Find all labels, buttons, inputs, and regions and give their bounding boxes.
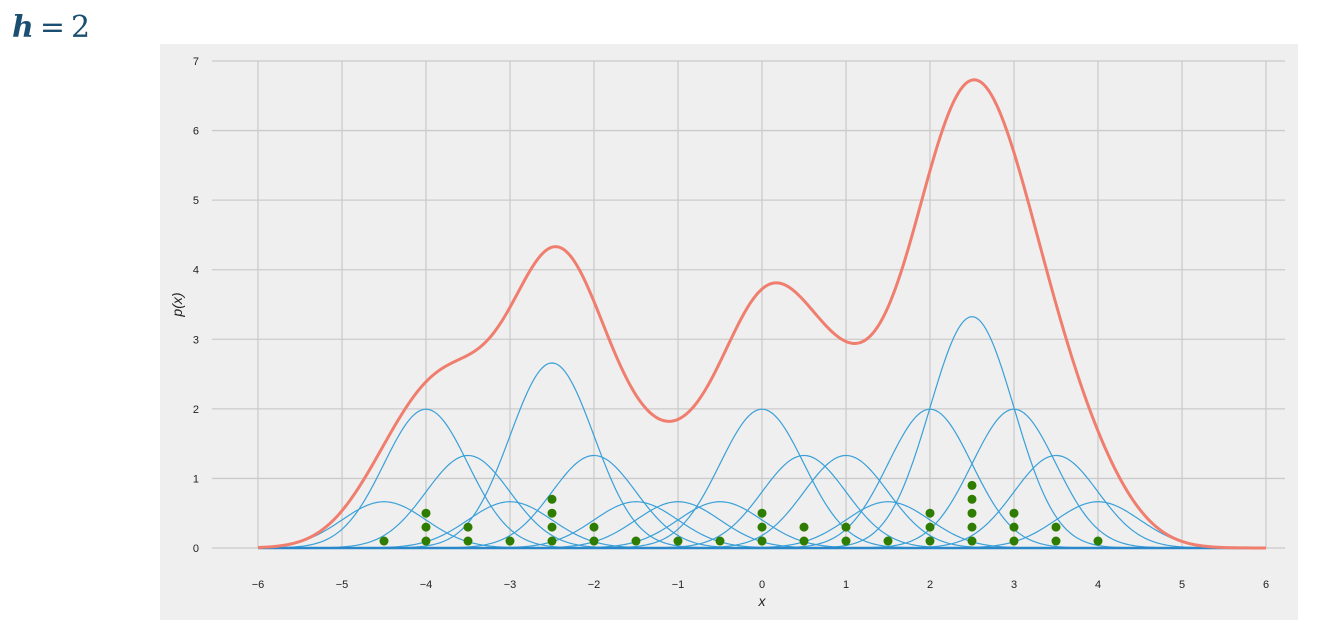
y-tick-labels: 0 1 2 3 4 5 6 7 bbox=[193, 56, 199, 555]
data-points bbox=[379, 480, 1103, 546]
bandwidth-symbol: h bbox=[12, 10, 34, 45]
data-point bbox=[757, 536, 767, 546]
data-point bbox=[1009, 522, 1019, 532]
x-tick-label: −3 bbox=[504, 579, 517, 591]
data-point bbox=[547, 508, 557, 518]
x-tick-label: −4 bbox=[420, 579, 433, 591]
x-tick-label: 0 bbox=[759, 579, 765, 591]
data-point bbox=[967, 522, 977, 532]
data-point bbox=[421, 508, 431, 518]
x-tick-label: 3 bbox=[1011, 579, 1017, 591]
data-point bbox=[547, 536, 557, 546]
x-axis-label: x bbox=[758, 593, 767, 609]
x-tick-label: −5 bbox=[336, 579, 349, 591]
data-point bbox=[631, 536, 641, 546]
data-point bbox=[925, 508, 935, 518]
data-point bbox=[925, 536, 935, 546]
data-point bbox=[673, 536, 683, 546]
data-point bbox=[589, 522, 599, 532]
data-point bbox=[589, 536, 599, 546]
kde-curve bbox=[257, 78, 1267, 550]
bandwidth-value: 2 bbox=[70, 10, 91, 45]
x-tick-labels: −6 −5 −4 −3 −2 −1 0 1 2 3 4 5 6 bbox=[252, 579, 1269, 591]
kde-curve-group bbox=[257, 78, 1267, 550]
data-point bbox=[505, 536, 515, 546]
data-point bbox=[421, 522, 431, 532]
data-point bbox=[757, 508, 767, 518]
data-point bbox=[547, 494, 557, 504]
y-tick-label: 4 bbox=[193, 265, 199, 277]
y-tick-label: 2 bbox=[193, 404, 199, 416]
data-point bbox=[1051, 536, 1061, 546]
y-tick-label: 7 bbox=[193, 56, 199, 68]
data-point bbox=[463, 522, 473, 532]
data-point bbox=[967, 536, 977, 546]
data-point bbox=[925, 522, 935, 532]
data-point bbox=[1093, 536, 1103, 546]
data-point bbox=[1009, 508, 1019, 518]
y-tick-label: 0 bbox=[193, 543, 199, 555]
data-point bbox=[463, 536, 473, 546]
y-tick-label: 5 bbox=[193, 195, 199, 207]
data-point bbox=[799, 522, 809, 532]
x-tick-label: 2 bbox=[927, 579, 933, 591]
y-tick-label: 6 bbox=[193, 126, 199, 138]
data-point bbox=[1009, 536, 1019, 546]
y-tick-label: 1 bbox=[193, 473, 199, 485]
x-tick-label: 5 bbox=[1179, 579, 1185, 591]
data-point bbox=[715, 536, 725, 546]
data-point bbox=[967, 508, 977, 518]
data-point bbox=[967, 494, 977, 504]
x-tick-label: −6 bbox=[252, 579, 265, 591]
chart-heading: h = 2 bbox=[12, 10, 90, 45]
data-point bbox=[841, 536, 851, 546]
x-tick-label: −2 bbox=[588, 579, 601, 591]
data-point bbox=[841, 522, 851, 532]
data-point bbox=[547, 522, 557, 532]
data-point bbox=[967, 480, 977, 490]
plot-background bbox=[160, 44, 1298, 620]
x-tick-label: −1 bbox=[672, 579, 685, 591]
data-point bbox=[757, 522, 767, 532]
data-point bbox=[1051, 522, 1061, 532]
x-tick-label: 4 bbox=[1095, 579, 1101, 591]
equals-sign: = bbox=[39, 10, 65, 45]
data-point bbox=[379, 536, 389, 546]
data-point bbox=[883, 536, 893, 546]
x-tick-label: 1 bbox=[843, 579, 849, 591]
data-point bbox=[421, 536, 431, 546]
data-point bbox=[799, 536, 809, 546]
y-tick-label: 3 bbox=[193, 334, 199, 346]
y-axis-label: p(x) bbox=[169, 292, 185, 317]
x-tick-label: 6 bbox=[1263, 579, 1269, 591]
